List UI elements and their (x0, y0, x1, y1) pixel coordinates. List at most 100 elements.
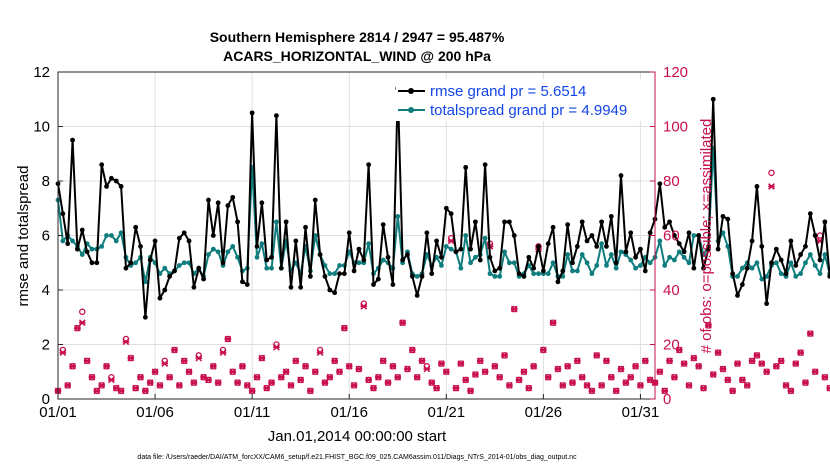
obs-assimilated-cross (544, 373, 552, 381)
obs-assimilated-marker (413, 373, 421, 381)
rmse-point (599, 219, 605, 225)
obs-assimilated-cross (336, 368, 343, 376)
obs-assimilated-marker (190, 379, 198, 387)
obs-assimilated-marker (806, 330, 814, 337)
obs-assimilated-cross (491, 362, 499, 370)
obs-assimilated-cross (530, 362, 538, 370)
obs-assimilated-cross (632, 362, 639, 370)
obs-assimilated-cross (219, 349, 227, 357)
spread-point (443, 244, 449, 249)
obs-assimilated-marker (603, 357, 610, 365)
obs-assimilated-marker (185, 368, 193, 376)
obs-assimilated-cross (583, 382, 591, 389)
spread-point (754, 260, 760, 266)
obs-assimilated-marker (229, 368, 237, 376)
rmse-point (739, 282, 745, 287)
rmse-point (356, 246, 362, 252)
series-lines (55, 85, 830, 320)
rmse-point (633, 254, 638, 260)
spread-point (672, 257, 677, 263)
obs-assimilated-marker (379, 357, 387, 365)
obs-assimilated-cross (137, 373, 144, 381)
spread-point (545, 271, 551, 277)
spread-point (608, 252, 614, 257)
rmse-point (565, 222, 571, 228)
rmse-point (181, 230, 187, 236)
obs-assimilated-marker (345, 362, 353, 370)
spread-point (337, 263, 342, 268)
rmse-point (172, 268, 177, 274)
y-axis-left: 0 2 4 6 8 10 12 (33, 64, 63, 408)
obs-assimilated-cross (248, 387, 256, 395)
obs-assimilated-cross (578, 373, 586, 381)
rmse-point (827, 273, 830, 279)
obs-assimilated-cross (598, 382, 605, 389)
rmse-point (79, 227, 85, 233)
y2-tick-label: 0 (663, 391, 671, 408)
obs-assimilated-cross (365, 376, 372, 384)
obs-assimilated-marker (520, 368, 528, 376)
obs-assimilated-marker (714, 349, 722, 357)
obs-assimilated-cross (399, 319, 406, 327)
spread-point (570, 268, 575, 274)
obs-assimilated-cross (161, 360, 169, 367)
spread-point (259, 241, 265, 247)
x-axis: 01/01 01/06 01/11 01/16 01/21 01/26 01/31 (39, 394, 659, 421)
rmse-point (579, 219, 585, 225)
chart-subtitle: ACARS_HORIZONTAL_WIND @ 200 hPa (223, 48, 491, 64)
obs-assimilated-cross (802, 379, 809, 387)
obs-assimilated-cross (389, 362, 397, 370)
legend-marker-spread (408, 107, 414, 113)
obs-assimilated-marker (617, 365, 625, 373)
chart-title: Southern Hemisphere 2814 / 2947 = 95.487… (210, 29, 505, 45)
rmse-point (686, 230, 692, 236)
obs-assimilated-cross (700, 384, 707, 392)
obs-assimilated-marker (506, 382, 513, 389)
rmse-point (642, 268, 648, 274)
spread-point (764, 273, 770, 279)
obs-assimilated-marker (787, 387, 795, 395)
obs-assimilated-marker (739, 376, 746, 384)
obs-assimilated-marker (214, 379, 222, 387)
spread-point (613, 265, 619, 271)
obs-assimilated-marker (219, 349, 227, 357)
obs-assimilated-cross (447, 237, 455, 245)
obs-assimilated-cross (510, 305, 518, 313)
obs-assimilated-marker (287, 382, 295, 389)
spread-point (254, 254, 260, 260)
obs-assimilated-cross (569, 379, 576, 387)
obs-assimilated-marker (365, 376, 372, 384)
rmse-point (667, 219, 672, 225)
spread-point (638, 263, 643, 268)
rmse-point (764, 301, 770, 307)
obs-assimilated-cross (549, 319, 557, 327)
obs-assimilated-marker (748, 357, 756, 365)
spread-point (667, 254, 672, 260)
obs-assimilated-marker (171, 346, 178, 354)
data-file-footer: data file: /Users/raeder/DAI/ATM_forcXX/… (137, 454, 577, 461)
y-tick-label: 8 (42, 173, 50, 190)
rmse-point (623, 249, 629, 255)
obs-assimilated-cross (404, 365, 411, 373)
obs-assimilated-marker (83, 357, 91, 365)
y-tick-label: 10 (33, 119, 50, 136)
obs-assimilated-marker (263, 384, 271, 392)
spread-point (773, 260, 779, 266)
obs-assimilated-marker (389, 362, 397, 370)
obs-assimilated-marker (491, 362, 499, 370)
obs-assimilated-cross (331, 357, 339, 365)
spread-point (60, 238, 66, 244)
obs-assimilated-marker (510, 305, 518, 313)
obs-assimilated-cross (69, 362, 76, 370)
obs-assimilated-cross (564, 362, 571, 370)
obs-assimilated-marker (768, 183, 775, 190)
rmse-point (147, 257, 153, 263)
obs-assimilated-cross (438, 360, 445, 367)
obs-assimilated-cross (307, 387, 314, 395)
rmse-point (502, 219, 507, 225)
rmse-point (293, 238, 299, 244)
obs-assimilated-cross (78, 319, 86, 327)
obs-assimilated-marker (525, 384, 533, 392)
obs-assimilated-marker (277, 373, 285, 381)
obs-assimilated-cross (370, 384, 377, 392)
